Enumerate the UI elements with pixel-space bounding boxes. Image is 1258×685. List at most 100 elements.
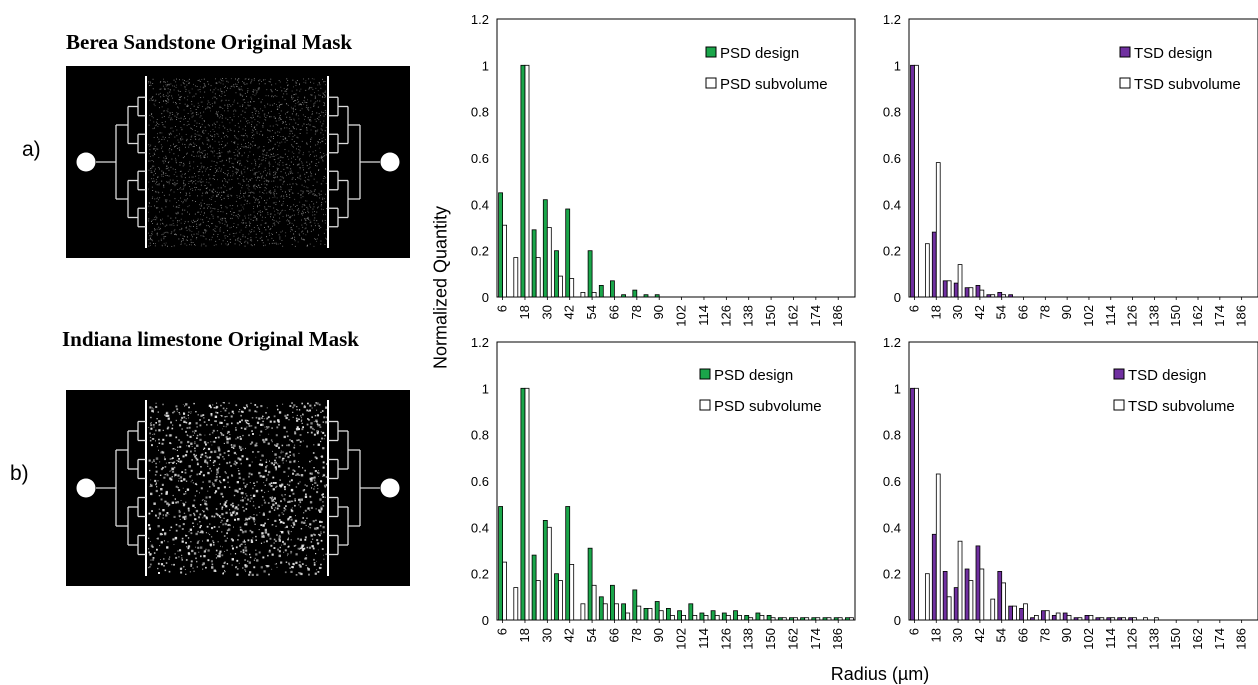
bar-subvolume <box>935 162 941 298</box>
x-tick-label: 42 <box>972 305 987 319</box>
bar-subvolume <box>1066 615 1072 621</box>
bar-subvolume <box>1121 617 1126 621</box>
bar-design <box>498 192 504 298</box>
x-tick-label: 174 <box>808 305 823 327</box>
bar-subvolume <box>804 617 810 621</box>
bar-subvolume <box>670 615 675 621</box>
x-axis-title: Radius (µm) <box>830 664 930 684</box>
bar-design <box>587 547 593 621</box>
bar-subvolume <box>1132 617 1137 621</box>
bar-subvolume <box>1044 610 1050 621</box>
bar-design <box>610 280 615 298</box>
bar-subvolume <box>1001 294 1007 298</box>
x-tick-label: 6 <box>495 305 510 312</box>
x-tick-label: 18 <box>517 305 532 319</box>
bar-design <box>565 208 571 298</box>
plot-frame <box>496 341 856 621</box>
bar-design <box>710 610 716 621</box>
bar-design <box>1019 608 1024 621</box>
indiana-mask-drawing <box>76 400 400 576</box>
mask-image-b <box>66 390 410 586</box>
x-tick-label: 30 <box>539 628 554 642</box>
bar-design <box>565 506 571 621</box>
x-tick-label: 30 <box>950 305 965 319</box>
legend-label: TSD subvolume <box>1134 76 1241 93</box>
legend-label: TSD design <box>1128 367 1206 384</box>
mask-image-a <box>66 66 410 258</box>
berea-manifold-left <box>96 96 146 228</box>
bar-subvolume <box>793 617 798 621</box>
y-tick-label: 0 <box>894 290 901 305</box>
berea-port-outlet <box>380 152 400 172</box>
bar-design <box>1117 617 1122 621</box>
bar-design <box>654 294 660 298</box>
x-tick-label: 150 <box>763 628 778 650</box>
y-tick-label: 0 <box>482 290 489 305</box>
bar-design <box>910 64 915 298</box>
bar-design <box>688 603 694 621</box>
y-tick-label: 1 <box>894 58 901 73</box>
bar-design <box>766 615 772 621</box>
x-tick-label: 174 <box>1212 305 1227 327</box>
bar-subvolume <box>737 615 742 621</box>
bar-subvolume <box>513 587 519 621</box>
bar-subvolume <box>837 617 843 621</box>
bar-subvolume <box>935 473 941 621</box>
bar-subvolume <box>602 603 608 621</box>
x-tick-label: 18 <box>928 628 943 642</box>
x-tick-label: 114 <box>1103 305 1118 326</box>
bar-design <box>554 573 559 621</box>
legend-swatch <box>1119 77 1131 89</box>
bar-subvolume <box>692 615 698 621</box>
y-tick-label: 1.2 <box>883 12 901 27</box>
bar-design <box>520 387 526 621</box>
x-tick-label: 66 <box>606 305 621 319</box>
bar-design <box>632 589 638 621</box>
bar-subvolume <box>968 287 974 298</box>
bar-design <box>621 603 626 621</box>
bar-design <box>666 608 671 621</box>
x-tick-label: 18 <box>928 305 943 319</box>
bar-design <box>986 294 992 298</box>
bar-subvolume <box>502 561 508 621</box>
indiana-manifold-right <box>328 420 380 556</box>
x-tick-label: 90 <box>651 628 666 642</box>
y-tick-label: 0.4 <box>883 520 901 535</box>
bar-subvolume <box>990 294 996 298</box>
bar-subvolume <box>759 615 765 621</box>
x-tick-label: 150 <box>1168 305 1183 327</box>
bar-design <box>800 617 805 621</box>
row-label-a: a) <box>22 138 41 161</box>
bar-subvolume <box>714 615 720 621</box>
bar-design <box>845 617 850 621</box>
bar-subvolume <box>748 617 754 621</box>
bar-subvolume <box>849 617 854 621</box>
x-tick-label: 102 <box>674 305 689 327</box>
x-tick-label: 114 <box>1103 628 1118 649</box>
bar-subvolume <box>580 603 586 621</box>
bar-subvolume <box>580 291 586 298</box>
x-tick-label: 138 <box>741 305 756 327</box>
y-tick-label: 1 <box>482 381 489 396</box>
x-tick-label: 6 <box>906 305 921 312</box>
x-tick-label: 138 <box>741 628 756 650</box>
bar-design <box>1008 605 1014 621</box>
bar-design <box>531 554 537 621</box>
x-tick-label: 42 <box>972 628 987 642</box>
bar-design <box>997 291 1003 298</box>
indiana-port-outlet <box>380 478 400 498</box>
berea-mask-drawing <box>76 76 400 248</box>
legend-swatch <box>699 399 711 411</box>
bar-design <box>733 610 738 621</box>
legend-label: PSD subvolume <box>720 76 828 93</box>
x-tick-label: 150 <box>1168 628 1183 650</box>
bar-subvolume <box>569 278 575 298</box>
berea-port-inlet <box>76 152 96 172</box>
bar-subvolume <box>535 257 541 298</box>
indiana-port-inlet <box>76 478 96 498</box>
x-tick-label: 90 <box>651 305 666 319</box>
y-tick-label: 0.4 <box>471 197 489 212</box>
berea-manifold-right <box>328 96 380 228</box>
bar-design <box>953 587 959 621</box>
legend-label: PSD design <box>720 45 799 62</box>
